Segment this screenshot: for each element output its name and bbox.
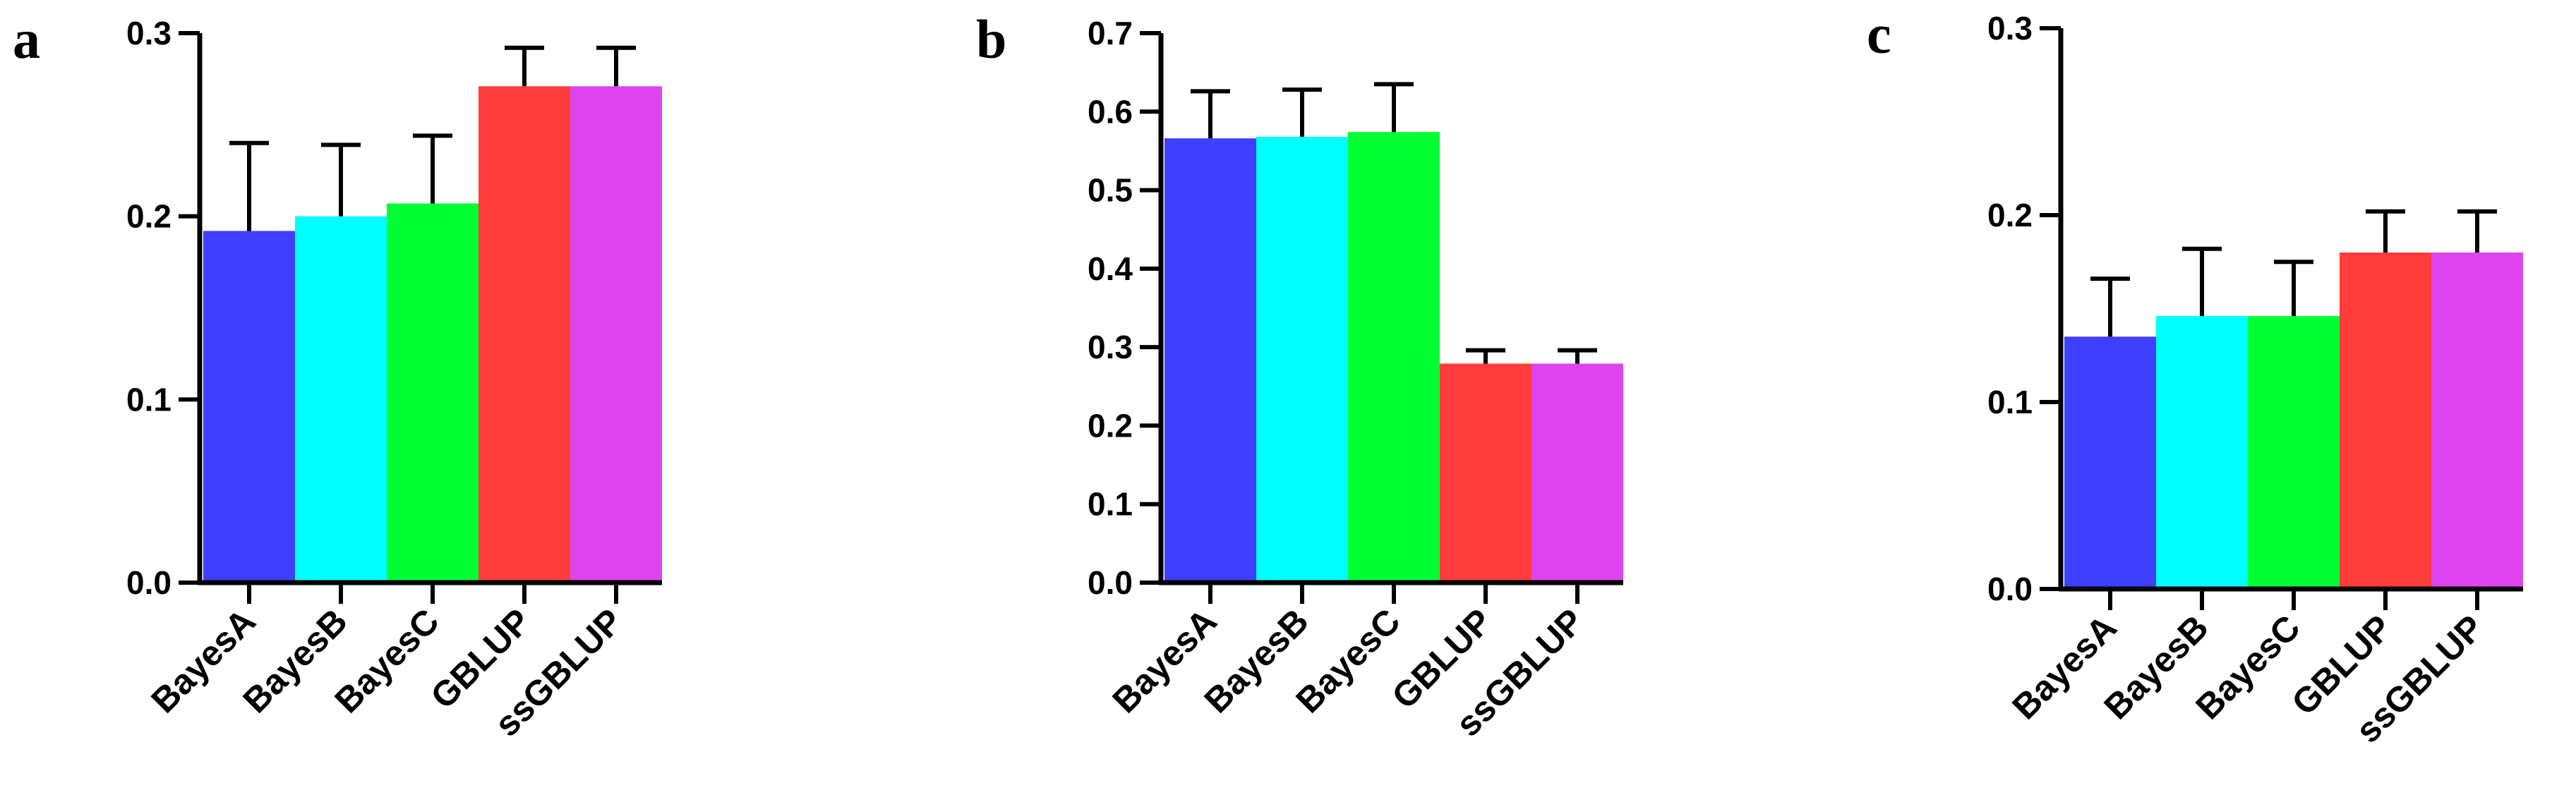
bar-bayesb — [295, 216, 387, 583]
bar-bayesb — [2156, 316, 2248, 589]
error-bar-ssgblup — [1558, 348, 1597, 364]
x-tick-label-bayesc: BayesC — [327, 601, 446, 720]
y-tick-label: 0.3 — [1088, 329, 1133, 365]
error-bar-bayesb — [1282, 87, 1322, 137]
error-bar-gblup — [2366, 209, 2405, 253]
panel-b-chart: b0.00.10.20.30.40.50.60.7BayesABayesBBay… — [976, 8, 1623, 744]
error-bar-bayesc — [2274, 260, 2313, 317]
y-tick-label: 0.1 — [126, 381, 171, 418]
error-bar-ssgblup — [596, 45, 636, 87]
bar-bayesc — [387, 203, 479, 583]
bar-bayesb — [1256, 136, 1348, 583]
y-tick-label: 0.2 — [1987, 197, 2033, 233]
bar-bayesa — [203, 231, 295, 583]
error-bar-bayesa — [2090, 277, 2130, 337]
y-tick-label: 0.7 — [1088, 15, 1133, 51]
error-bar-bayesb — [321, 142, 361, 217]
error-bar-bayesc — [1374, 82, 1414, 133]
y-tick-label: 0.1 — [1987, 384, 2033, 420]
error-bar-bayesa — [1191, 89, 1230, 139]
y-tick-label: 0.3 — [1987, 10, 2033, 47]
y-tick-label: 0.5 — [1088, 172, 1133, 209]
x-tick-label-bayesc: BayesC — [2188, 607, 2307, 727]
error-bar-bayesa — [229, 140, 269, 231]
error-bar-gblup — [1466, 348, 1505, 364]
bar-ssgblup — [1531, 363, 1623, 583]
y-tick-label: 0.2 — [126, 198, 171, 235]
y-tick-label: 0.2 — [1088, 407, 1133, 444]
y-tick-label: 0.0 — [126, 564, 171, 601]
y-tick-label: 0.4 — [1088, 250, 1133, 287]
y-tick-label: 0.0 — [1088, 564, 1133, 601]
error-bar-bayesb — [2182, 246, 2222, 317]
error-bar-gblup — [505, 45, 544, 87]
y-tick-label: 0.6 — [1088, 93, 1133, 130]
panel-label-c: c — [1867, 4, 1891, 65]
panel-c-chart: c0.00.10.20.3BayesABayesBBayesCGBLUPssGB… — [1867, 4, 2523, 751]
error-bar-bayesc — [413, 133, 452, 204]
bar-gblup — [479, 86, 570, 583]
bar-bayesc — [2248, 316, 2340, 589]
bar-ssgblup — [2431, 253, 2523, 589]
bar-bayesa — [1164, 138, 1256, 583]
bar-gblup — [1440, 363, 1531, 583]
bar-bayesc — [1348, 132, 1440, 583]
y-tick-label: 0.3 — [126, 15, 171, 51]
error-bar-ssgblup — [2457, 209, 2497, 253]
panel-label-a: a — [13, 8, 40, 70]
bar-gblup — [2340, 253, 2431, 589]
bar-ssgblup — [570, 86, 662, 583]
y-tick-label: 0.0 — [1987, 571, 2033, 607]
y-tick-label: 0.1 — [1088, 486, 1133, 523]
panel-label-b: b — [976, 8, 1006, 70]
bar-bayesa — [2064, 336, 2156, 589]
x-tick-label-bayesc: BayesC — [1288, 601, 1407, 720]
panel-a-chart: a0.00.10.20.3BayesABayesBBayesCGBLUPssGB… — [13, 8, 662, 744]
